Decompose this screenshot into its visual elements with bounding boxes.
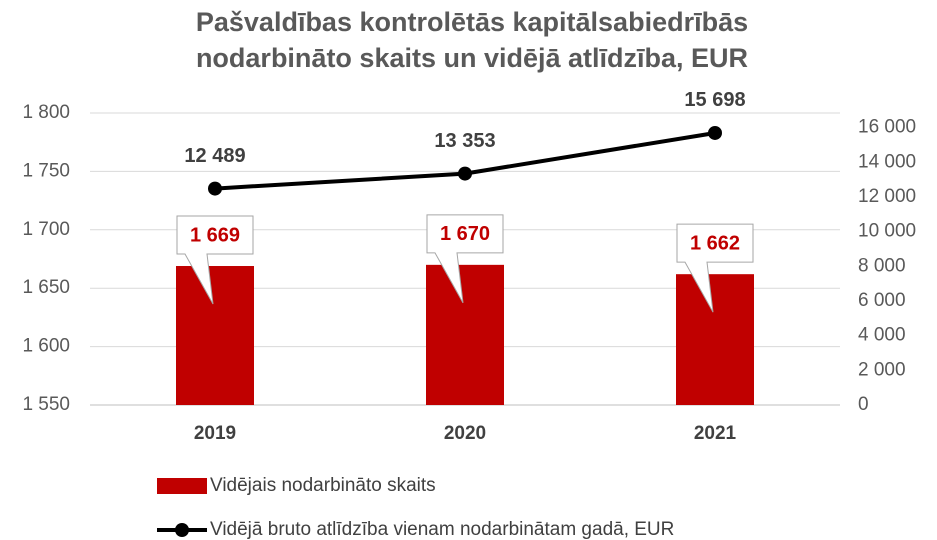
y2-tick-label: 16 000 (858, 117, 916, 138)
y2-tick-label: 12 000 (858, 186, 916, 207)
y2-tick-label: 4 000 (858, 325, 906, 346)
y-tick-label: 1 700 (22, 219, 70, 240)
y-tick-label: 1 600 (22, 336, 70, 357)
bar (426, 264, 504, 405)
line-marker (458, 166, 472, 181)
y2-tick-label: 10 000 (858, 221, 916, 242)
data-label: 12 489 (184, 145, 245, 167)
y-tick-label: 1 550 (22, 394, 70, 415)
data-label: 15 698 (684, 89, 745, 111)
chart-title: Pašvaldības kontrolētās kapitālsabiedrīb… (196, 7, 748, 37)
line-marker (208, 181, 222, 196)
data-label: 13 353 (434, 130, 495, 152)
legend-label: Vidējais nodarbināto skaits (210, 475, 436, 496)
line-marker (708, 125, 722, 140)
y2-tick-label: 2 000 (858, 359, 906, 380)
y2-tick-label: 0 (858, 394, 869, 415)
x-tick-label: 2020 (444, 423, 486, 444)
data-label: 1 662 (690, 232, 740, 254)
bar (676, 274, 754, 405)
data-label: 1 670 (440, 223, 490, 245)
y-tick-label: 1 750 (22, 160, 70, 181)
x-tick-label: 2021 (694, 423, 737, 444)
y2-tick-label: 6 000 (858, 290, 906, 311)
data-label: 1 669 (190, 224, 240, 246)
x-tick-label: 2019 (194, 423, 236, 444)
y2-tick-label: 14 000 (858, 151, 916, 172)
legend-label: Vidējā bruto atlīdzība vienam nodarbināt… (210, 519, 674, 540)
callout (676, 223, 754, 313)
y-tick-label: 1 800 (22, 102, 70, 123)
legend-swatch (157, 478, 207, 494)
callout (426, 214, 504, 304)
bar (176, 266, 254, 405)
y-tick-label: 1 650 (22, 277, 70, 298)
y2-tick-label: 8 000 (858, 255, 906, 276)
chart-title: nodarbināto skaits un vidējā atlīdzība, … (196, 43, 748, 73)
legend-swatch (175, 523, 189, 537)
callout (176, 215, 254, 305)
